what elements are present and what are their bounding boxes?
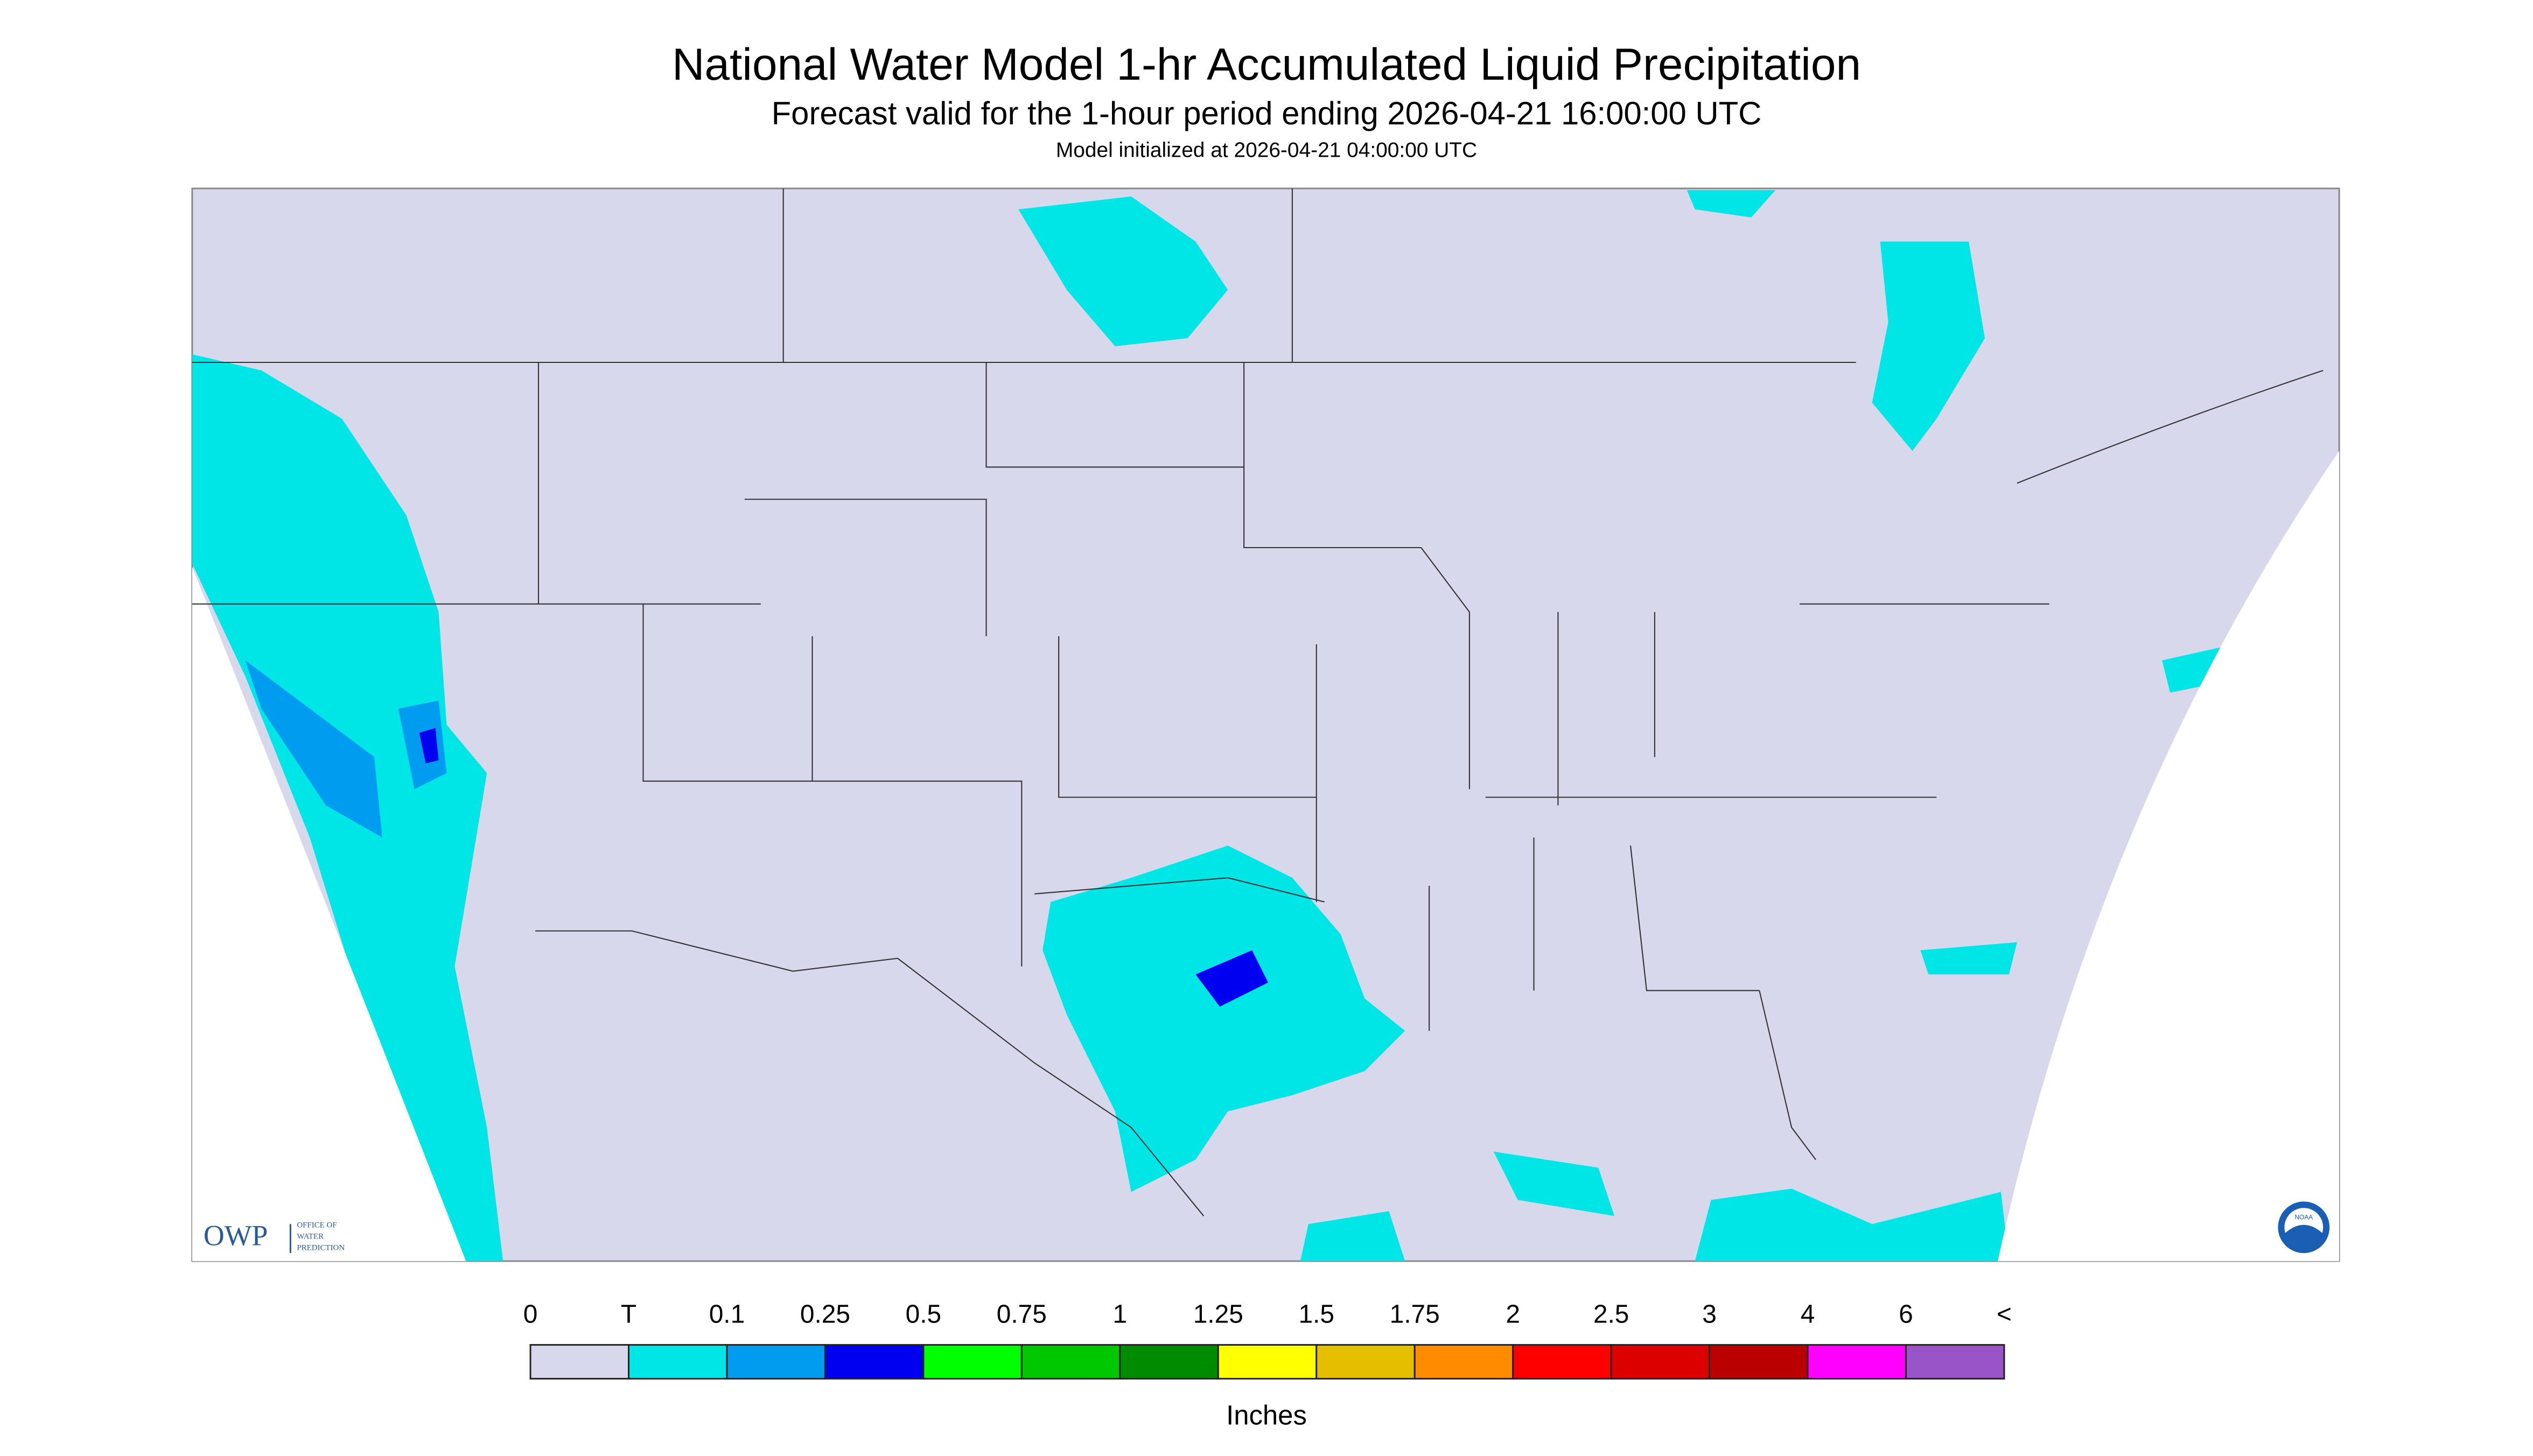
legend-swatch [529, 1344, 629, 1380]
map [191, 187, 2340, 1262]
legend-label: 0.25 [800, 1300, 850, 1328]
owp-name: OFFICE OF [297, 1221, 337, 1230]
legend-swatch [628, 1344, 728, 1380]
legend-swatch [824, 1344, 925, 1380]
noaa-text: NOAA [2294, 1213, 2313, 1221]
legend-label: 1 [1113, 1300, 1128, 1328]
subtitle: Forecast valid for the 1-hour period end… [772, 95, 1762, 131]
legend-label: 2 [1506, 1300, 1520, 1328]
title: National Water Model 1-hr Accumulated Li… [672, 39, 1861, 89]
owp-name: WATER [297, 1233, 324, 1241]
legend-label: < [1997, 1300, 2012, 1328]
legend-swatch [922, 1344, 1023, 1380]
legend-label: 0.1 [709, 1300, 745, 1328]
legend-label: 1.25 [1193, 1300, 1243, 1328]
legend-swatch [1709, 1344, 1809, 1380]
legend: 0 T 0.1 0.25 0.5 0.75 1 1.25 1.5 1.75 2 2.5 3 4 6 < [523, 1300, 2012, 1380]
legend-label: 4 [1801, 1300, 1815, 1328]
legend-swatch [1414, 1344, 1514, 1380]
legend-units: Inches [1226, 1400, 1307, 1431]
legend-swatch [1316, 1344, 1416, 1380]
legend-label: 0.75 [997, 1300, 1047, 1328]
legend-label: 3 [1702, 1300, 1717, 1328]
legend-swatch [1512, 1344, 1612, 1380]
legend-swatch [1217, 1344, 1318, 1380]
init-time: Model initialized at 2026-04-21 04:00:00… [1056, 138, 1477, 162]
legend-swatch [726, 1344, 826, 1380]
owp-logo-text: OWP [204, 1220, 268, 1252]
legend-label: 1.5 [1298, 1300, 1334, 1328]
legend-label: T [621, 1300, 636, 1328]
legend-swatch [1905, 1344, 2005, 1380]
legend-label: 6 [1899, 1300, 1913, 1328]
owp-name: PREDICTION [297, 1244, 345, 1252]
legend-swatch [1610, 1344, 1711, 1380]
legend-label: 0.5 [906, 1300, 942, 1328]
legend-label: 1.75 [1390, 1300, 1440, 1328]
legend-swatch [1119, 1344, 1219, 1380]
noaa-logo: NOAA [2278, 1201, 2330, 1254]
legend-swatch [1020, 1344, 1121, 1380]
owp-logo: OWP OFFICE OF WATER PREDICTION [204, 1220, 345, 1254]
legend-swatch [1807, 1344, 1907, 1380]
legend-label: 0 [523, 1300, 538, 1328]
legend-label: 2.5 [1593, 1300, 1629, 1328]
